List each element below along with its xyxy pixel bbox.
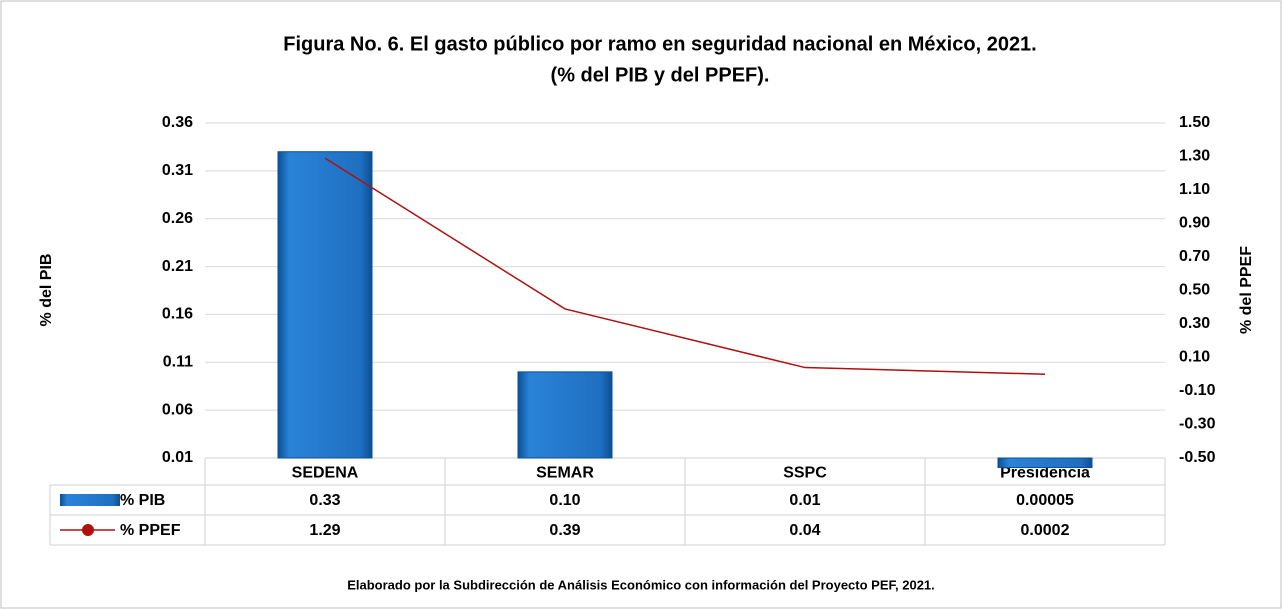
bar (997, 457, 1093, 469)
y-tick-label: 0.01 (162, 449, 193, 466)
x-tick-label: SSPC (783, 465, 827, 482)
bar (277, 151, 373, 459)
y-tick-label: 0.31 (162, 162, 193, 179)
y2-tick-label: 1.10 (1179, 181, 1210, 198)
legend-label: % PPEF (120, 522, 181, 539)
table-value: 0.0002 (1021, 522, 1070, 539)
y2-tick-label: 0.30 (1179, 315, 1210, 332)
y-tick-label: 0.36 (162, 114, 193, 131)
source-note: Elaborado por la Subdirección de Análisi… (347, 577, 935, 592)
table-value: 1.29 (309, 522, 340, 539)
table-value: 0.04 (789, 522, 820, 539)
y-tick-label: 0.26 (162, 210, 193, 227)
table-value: 0.39 (549, 522, 580, 539)
table-value: 0.00005 (1016, 492, 1074, 509)
table-value: 0.33 (309, 492, 340, 509)
y-tick-label: 0.21 (162, 258, 193, 275)
x-tick-label: SEMAR (536, 465, 594, 482)
y2-tick-label: 0.50 (1179, 282, 1210, 299)
chart-subtitle: (% del PIB y del PPEF). (551, 64, 770, 86)
y2-tick-label: -0.10 (1179, 382, 1216, 399)
y2-tick-label: 0.70 (1179, 248, 1210, 265)
line (324, 157, 1046, 375)
y-tick-label: 0.06 (162, 401, 193, 418)
y2-tick-label: 0.90 (1179, 215, 1210, 232)
legend-label: % PIB (120, 492, 165, 509)
y2-axis-title: % del PPEF (1238, 246, 1255, 334)
table-value: 0.01 (789, 492, 820, 509)
chart-title: Figura No. 6. El gasto público por ramo … (283, 33, 1037, 55)
legend-key (60, 494, 120, 506)
y-tick-label: 0.11 (163, 354, 193, 371)
bar (517, 371, 613, 459)
y2-tick-label: -0.50 (1179, 449, 1216, 466)
legend-key-marker (82, 524, 94, 536)
y2-tick-label: 1.50 (1179, 114, 1210, 131)
y2-tick-label: -0.30 (1179, 416, 1216, 433)
y2-tick-label: 1.30 (1179, 148, 1210, 165)
x-tick-label: SEDENA (292, 465, 359, 482)
y-axis-title: % del PIB (38, 254, 55, 327)
y2-tick-label: 0.10 (1179, 349, 1210, 366)
y-tick-label: 0.16 (162, 306, 193, 323)
x-tick-label: Presidencia (1000, 465, 1090, 482)
table-value: 0.10 (549, 492, 580, 509)
